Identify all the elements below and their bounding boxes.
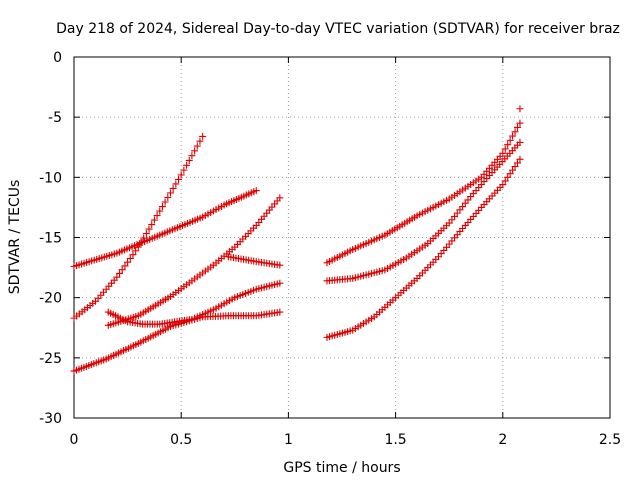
data-point-marker (161, 198, 169, 206)
data-point-marker (116, 269, 124, 277)
data-point-marker (516, 105, 524, 113)
data-point-marker (166, 189, 174, 197)
y-tick-label: -30 (39, 411, 62, 427)
data-point-marker (185, 156, 193, 164)
x-tick-label: 0 (70, 432, 79, 448)
chart-title: Day 218 of 2024, Sidereal Day-to-day VTE… (56, 21, 620, 37)
data-point-marker (156, 207, 164, 215)
data-point-marker (516, 155, 524, 163)
data-point-marker (501, 177, 509, 185)
data-point-marker (196, 137, 204, 145)
data-point-marker (118, 266, 126, 274)
data-point-marker (499, 149, 507, 157)
data-point-marker (511, 163, 519, 171)
data-point-marker (501, 145, 509, 153)
data-point-marker (177, 171, 185, 179)
data-point-marker (193, 142, 201, 150)
data-point-marker (129, 251, 137, 259)
data-point-marker (121, 262, 129, 270)
grid (74, 57, 610, 418)
data-point-marker (140, 234, 148, 242)
x-tick-label: 2 (498, 432, 507, 448)
data-point-marker (506, 136, 514, 144)
data-point-marker (134, 243, 142, 251)
data-point-marker (183, 161, 191, 169)
axes: 0 0.5 1 1.5 2 2.5 0 -5 -10 -15 -20 -25 -30 (39, 50, 621, 448)
data-point-marker (516, 138, 524, 146)
data-point-marker (504, 173, 512, 181)
data-point-marker (164, 193, 172, 201)
data-point-marker (514, 159, 522, 167)
data-point-marker (276, 194, 284, 202)
data-point-marker (514, 123, 522, 131)
data-point-marker (276, 308, 284, 316)
data-point-marker (150, 216, 158, 224)
data-point-marker (509, 166, 517, 174)
data-point-marker (511, 128, 519, 136)
data-point-marker (158, 203, 166, 211)
x-tick-label: 1.5 (384, 432, 406, 448)
data-point-marker (169, 184, 177, 192)
y-tick-label: -20 (39, 291, 62, 307)
data-point-marker (516, 119, 524, 127)
x-tick-label: 2.5 (599, 432, 621, 448)
y-axis-label: SDTVAR / TECUs (7, 180, 23, 295)
data-point-marker (509, 132, 517, 140)
data-marks (70, 105, 524, 375)
data-point-marker (124, 258, 132, 266)
data-point-marker (132, 247, 140, 255)
data-point-marker (276, 261, 284, 269)
y-tick-label: -15 (39, 231, 62, 247)
data-point-marker (188, 152, 196, 160)
data-point-marker (172, 180, 180, 188)
data-point-marker (126, 254, 134, 262)
x-tick-label: 0.5 (170, 432, 192, 448)
data-point-marker (499, 181, 507, 189)
data-point-marker (506, 170, 514, 178)
y-tick-label: -10 (39, 170, 62, 186)
data-point-marker (191, 147, 199, 155)
data-point-marker (113, 273, 121, 281)
y-tick-label: 0 (53, 50, 62, 66)
data-point-marker (137, 239, 145, 247)
y-tick-label: -25 (39, 351, 62, 367)
data-point-marker (180, 166, 188, 174)
data-point-marker (148, 221, 156, 229)
y-tick-label: -5 (48, 110, 62, 126)
x-axis-label: GPS time / hours (283, 460, 400, 476)
data-point-marker (153, 212, 161, 220)
x-tick-label: 1 (284, 432, 293, 448)
data-point-marker (175, 175, 183, 183)
data-point-marker (142, 230, 150, 238)
data-point-marker (276, 279, 284, 287)
data-point-marker (252, 187, 260, 195)
plot-frame (73, 56, 611, 419)
data-point-marker (145, 225, 153, 233)
data-point-marker (504, 141, 512, 149)
data-point-marker (199, 132, 207, 140)
